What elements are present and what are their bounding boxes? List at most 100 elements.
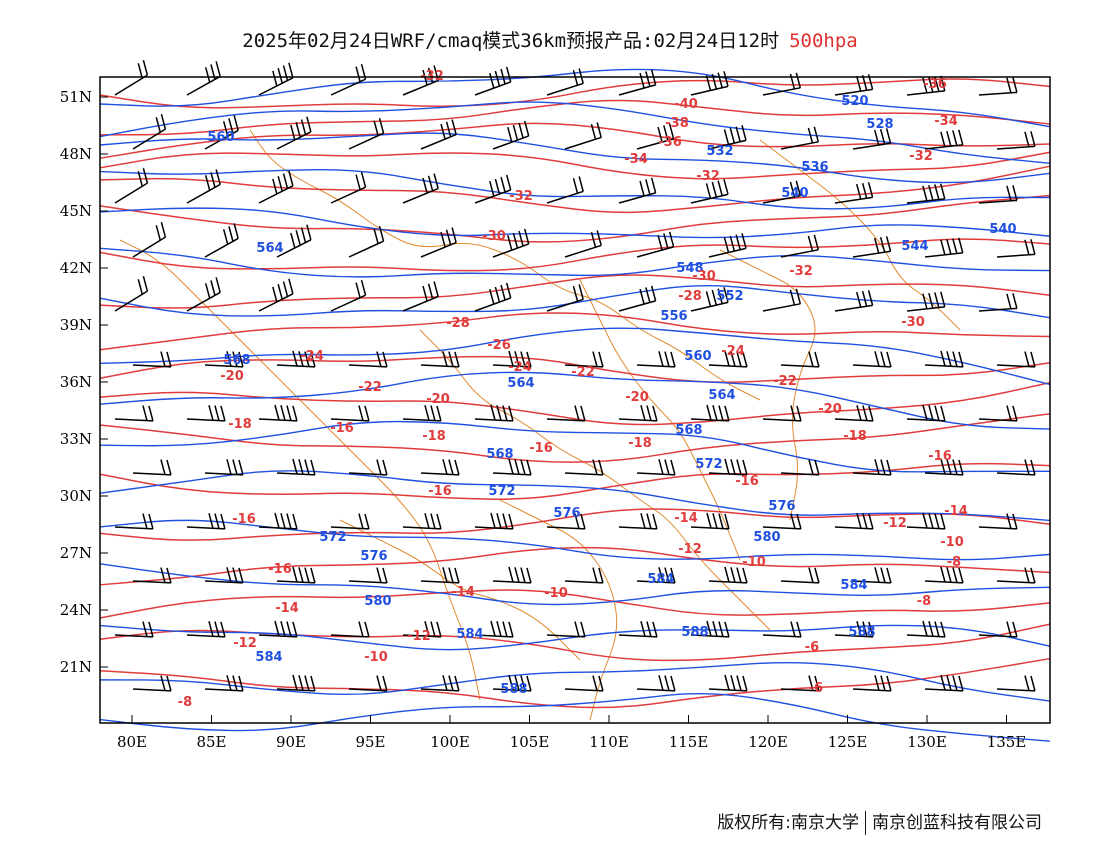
barb-feather — [436, 621, 442, 638]
contour-labels: 520 528 532 536 540 544 540 548 552 556 564 560 568 5… — [178, 69, 1017, 710]
wind-barb — [636, 123, 675, 150]
wind-barb — [348, 567, 388, 584]
barb-feather — [928, 292, 934, 309]
wind-barb — [780, 234, 820, 258]
barb-feather — [598, 675, 604, 692]
barb-feather — [376, 351, 382, 367]
barb-feather — [922, 77, 928, 93]
barb-shaft — [852, 250, 891, 258]
wind-barb — [492, 350, 532, 368]
barb-feather — [166, 567, 172, 584]
barb-feather — [736, 675, 742, 691]
temperature-isotherm — [99, 657, 1051, 709]
barb-feather — [204, 283, 211, 299]
temperature-isotherm — [99, 312, 1051, 351]
barb-feather — [580, 621, 586, 638]
barb-feather — [855, 75, 862, 92]
barb-feather — [280, 405, 286, 421]
height-label: 564 — [708, 388, 735, 403]
wind-barb — [906, 620, 946, 638]
barb-feather — [272, 70, 278, 87]
temperature-label: -16 — [330, 421, 354, 436]
height-label: 588 — [681, 625, 708, 640]
barb-feather — [723, 71, 729, 87]
barb-feather — [706, 404, 712, 421]
wind-barb — [708, 233, 747, 258]
wind-barb — [978, 293, 1018, 312]
wind-barb — [636, 351, 676, 368]
barb-feather — [741, 125, 747, 141]
barb-feather — [282, 281, 289, 297]
barb-feather — [646, 513, 652, 529]
barb-feather — [592, 459, 598, 475]
barb-feather — [433, 281, 439, 297]
barb-feather — [500, 176, 506, 193]
barb-shaft — [834, 196, 873, 204]
barb-feather — [934, 292, 940, 308]
wind-barb — [276, 116, 312, 150]
barb-feather — [856, 621, 862, 637]
barb-feather — [310, 675, 316, 692]
barb-feather — [940, 75, 946, 92]
barb-feather — [808, 675, 814, 691]
temperature-isotherm — [99, 151, 1051, 180]
barb-feather — [580, 513, 586, 530]
boundary-line — [339, 519, 581, 661]
barb-feather — [880, 567, 886, 583]
barb-feather — [440, 231, 446, 248]
wind-barb — [420, 567, 460, 584]
wind-barb — [618, 69, 657, 96]
barb-feather — [226, 351, 232, 367]
barb-feather — [298, 459, 304, 475]
wind-barb — [690, 71, 729, 96]
wind-barb — [258, 62, 294, 96]
wind-barb — [924, 458, 964, 476]
barb-feather — [358, 513, 364, 529]
barb-feather — [952, 238, 958, 254]
barb-feather — [886, 675, 892, 692]
barb-shaft — [546, 82, 584, 96]
temperature-label: -8 — [178, 695, 192, 710]
barb-feather — [214, 405, 220, 421]
wind-barb — [564, 459, 604, 476]
barb-feather — [590, 232, 597, 248]
barb-shaft — [996, 145, 1035, 150]
barb-feather — [232, 351, 238, 367]
temperature-isotherm — [99, 78, 1051, 109]
barb-feather — [355, 282, 361, 298]
barb-feather — [940, 566, 946, 583]
barb-feather — [300, 227, 307, 243]
barb-feather — [298, 675, 304, 691]
barb-feather — [137, 279, 144, 295]
barb-feather — [742, 351, 748, 368]
barb-feather — [520, 351, 526, 367]
barb-feather — [238, 459, 244, 476]
barb-feather — [856, 513, 862, 529]
barb-feather — [306, 224, 312, 240]
wind-barb — [330, 279, 367, 312]
barb-feather — [922, 185, 928, 201]
wind-barb — [114, 621, 154, 638]
temperature-label: -8 — [947, 555, 961, 570]
barb-feather — [288, 170, 294, 186]
barb-feather — [574, 513, 580, 529]
height-isoline — [99, 168, 1051, 210]
barb-feather — [1012, 513, 1018, 530]
barb-feather — [796, 513, 802, 530]
barb-feather — [238, 351, 244, 368]
barb-feather — [442, 459, 448, 475]
barb-feather — [717, 180, 723, 196]
barb-feather — [640, 621, 646, 637]
barb-feather — [590, 124, 597, 140]
barb-feather — [514, 459, 520, 475]
barb-feather — [424, 621, 430, 637]
wind-barb — [258, 620, 298, 638]
barb-feather — [712, 621, 718, 637]
barb-feather — [1006, 621, 1012, 637]
barb-shaft — [618, 84, 656, 96]
barb-feather — [718, 405, 724, 421]
temperature-label: -32 — [696, 169, 720, 184]
barb-feather — [233, 115, 239, 131]
height-label: 568 — [675, 423, 702, 438]
barb-feather — [795, 72, 802, 89]
